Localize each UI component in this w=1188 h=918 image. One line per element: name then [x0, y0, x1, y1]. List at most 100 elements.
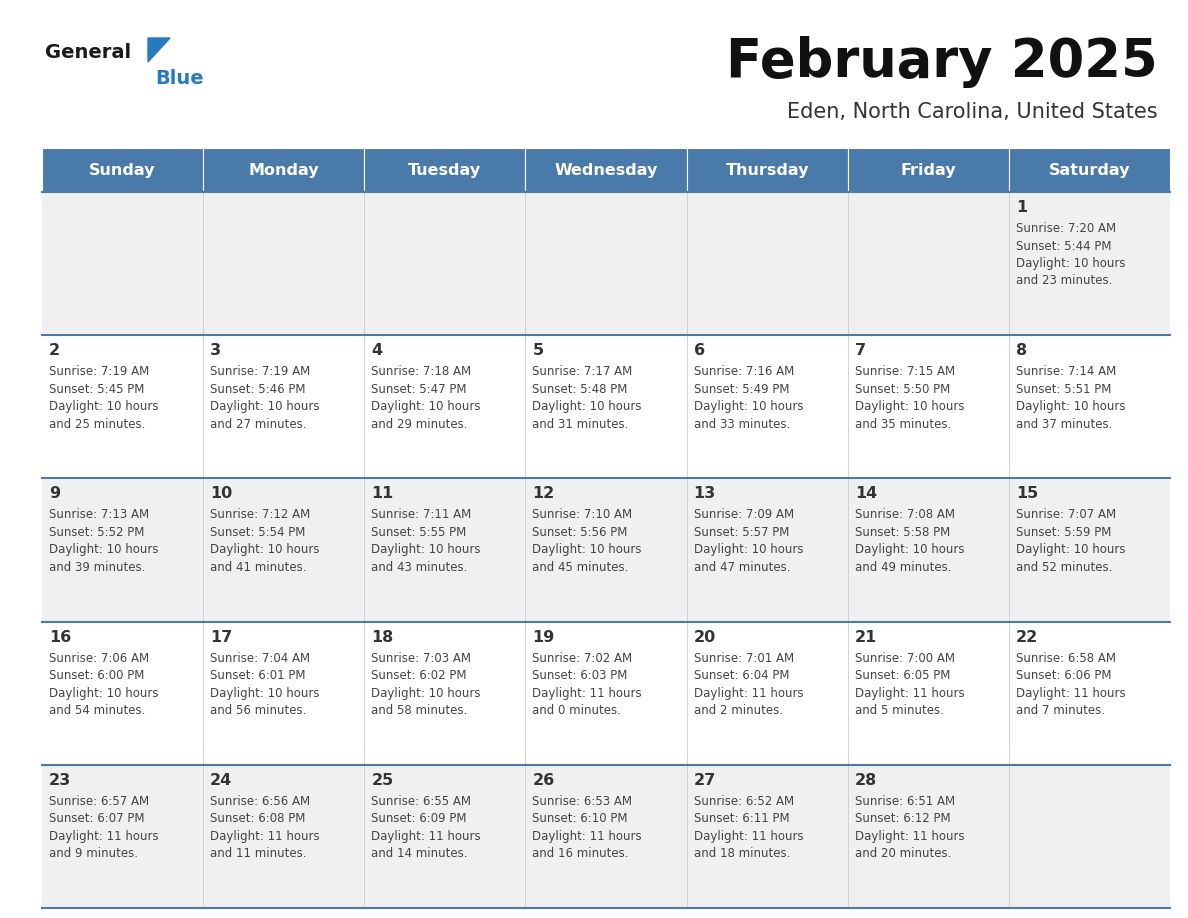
Text: and 41 minutes.: and 41 minutes. — [210, 561, 307, 574]
Text: 9: 9 — [49, 487, 61, 501]
Text: Eden, North Carolina, United States: Eden, North Carolina, United States — [788, 102, 1158, 122]
Text: 13: 13 — [694, 487, 716, 501]
Text: and 52 minutes.: and 52 minutes. — [1016, 561, 1112, 574]
Text: Daylight: 10 hours: Daylight: 10 hours — [372, 543, 481, 556]
Text: Sunrise: 7:20 AM: Sunrise: 7:20 AM — [1016, 222, 1116, 235]
Text: Sunset: 6:05 PM: Sunset: 6:05 PM — [854, 669, 950, 682]
Bar — [42, 765, 1170, 908]
Text: Daylight: 11 hours: Daylight: 11 hours — [854, 687, 965, 700]
Text: and 29 minutes.: and 29 minutes. — [372, 418, 468, 431]
Text: February 2025: February 2025 — [726, 36, 1158, 88]
Text: and 58 minutes.: and 58 minutes. — [372, 704, 468, 717]
Text: and 43 minutes.: and 43 minutes. — [372, 561, 468, 574]
Text: and 49 minutes.: and 49 minutes. — [854, 561, 952, 574]
Text: Sunrise: 7:15 AM: Sunrise: 7:15 AM — [854, 365, 955, 378]
Text: Saturday: Saturday — [1049, 162, 1130, 177]
Text: and 23 minutes.: and 23 minutes. — [1016, 274, 1112, 287]
Text: and 39 minutes.: and 39 minutes. — [49, 561, 145, 574]
Text: Daylight: 10 hours: Daylight: 10 hours — [1016, 543, 1125, 556]
Text: Blue: Blue — [154, 69, 203, 87]
Text: 11: 11 — [372, 487, 393, 501]
Bar — [1009, 148, 1170, 192]
Text: 25: 25 — [372, 773, 393, 788]
Bar — [42, 192, 1170, 335]
Text: Sunset: 6:07 PM: Sunset: 6:07 PM — [49, 812, 145, 825]
Text: Sunrise: 6:55 AM: Sunrise: 6:55 AM — [372, 795, 472, 808]
Text: Sunrise: 7:14 AM: Sunrise: 7:14 AM — [1016, 365, 1116, 378]
Text: Daylight: 11 hours: Daylight: 11 hours — [210, 830, 320, 843]
Text: and 2 minutes.: and 2 minutes. — [694, 704, 783, 717]
Text: 27: 27 — [694, 773, 716, 788]
Text: Sunset: 6:01 PM: Sunset: 6:01 PM — [210, 669, 305, 682]
Text: Sunday: Sunday — [89, 162, 156, 177]
Text: 17: 17 — [210, 630, 233, 644]
Text: Sunrise: 7:16 AM: Sunrise: 7:16 AM — [694, 365, 794, 378]
Bar — [365, 148, 525, 192]
Text: Sunrise: 7:17 AM: Sunrise: 7:17 AM — [532, 365, 633, 378]
Bar — [42, 621, 1170, 765]
Text: 12: 12 — [532, 487, 555, 501]
Text: and 31 minutes.: and 31 minutes. — [532, 418, 628, 431]
Text: 10: 10 — [210, 487, 233, 501]
Text: Sunset: 6:09 PM: Sunset: 6:09 PM — [372, 812, 467, 825]
Text: 18: 18 — [372, 630, 393, 644]
Text: and 37 minutes.: and 37 minutes. — [1016, 418, 1112, 431]
Text: Daylight: 11 hours: Daylight: 11 hours — [854, 830, 965, 843]
Text: Sunset: 6:02 PM: Sunset: 6:02 PM — [372, 669, 467, 682]
Bar — [42, 478, 1170, 621]
Text: 20: 20 — [694, 630, 716, 644]
Bar — [42, 148, 203, 192]
Text: Sunrise: 6:53 AM: Sunrise: 6:53 AM — [532, 795, 632, 808]
Text: and 20 minutes.: and 20 minutes. — [854, 847, 952, 860]
Text: Sunset: 5:58 PM: Sunset: 5:58 PM — [854, 526, 950, 539]
Text: and 25 minutes.: and 25 minutes. — [49, 418, 145, 431]
Text: Sunset: 5:48 PM: Sunset: 5:48 PM — [532, 383, 627, 396]
Text: Daylight: 10 hours: Daylight: 10 hours — [210, 400, 320, 413]
Text: Sunrise: 7:09 AM: Sunrise: 7:09 AM — [694, 509, 794, 521]
Text: Sunrise: 6:52 AM: Sunrise: 6:52 AM — [694, 795, 794, 808]
Text: 5: 5 — [532, 343, 544, 358]
Text: Sunrise: 7:13 AM: Sunrise: 7:13 AM — [49, 509, 150, 521]
Text: and 45 minutes.: and 45 minutes. — [532, 561, 628, 574]
Text: Daylight: 10 hours: Daylight: 10 hours — [210, 687, 320, 700]
Bar — [42, 335, 1170, 478]
Bar — [525, 148, 687, 192]
Text: Sunrise: 7:10 AM: Sunrise: 7:10 AM — [532, 509, 632, 521]
Text: and 11 minutes.: and 11 minutes. — [210, 847, 307, 860]
Text: Sunset: 6:04 PM: Sunset: 6:04 PM — [694, 669, 789, 682]
Text: Daylight: 11 hours: Daylight: 11 hours — [532, 687, 642, 700]
Text: and 56 minutes.: and 56 minutes. — [210, 704, 307, 717]
Text: Daylight: 10 hours: Daylight: 10 hours — [210, 543, 320, 556]
Text: Sunset: 5:59 PM: Sunset: 5:59 PM — [1016, 526, 1111, 539]
Text: 16: 16 — [49, 630, 71, 644]
Text: Sunset: 5:47 PM: Sunset: 5:47 PM — [372, 383, 467, 396]
Text: 21: 21 — [854, 630, 877, 644]
Text: and 35 minutes.: and 35 minutes. — [854, 418, 950, 431]
Text: Sunrise: 7:01 AM: Sunrise: 7:01 AM — [694, 652, 794, 665]
Text: Thursday: Thursday — [726, 162, 809, 177]
Text: 26: 26 — [532, 773, 555, 788]
Bar — [687, 148, 848, 192]
Text: Sunset: 5:54 PM: Sunset: 5:54 PM — [210, 526, 305, 539]
Text: and 27 minutes.: and 27 minutes. — [210, 418, 307, 431]
Text: Sunset: 6:08 PM: Sunset: 6:08 PM — [210, 812, 305, 825]
Text: Sunset: 6:11 PM: Sunset: 6:11 PM — [694, 812, 789, 825]
Text: Sunrise: 7:04 AM: Sunrise: 7:04 AM — [210, 652, 310, 665]
Text: and 54 minutes.: and 54 minutes. — [49, 704, 145, 717]
Text: 2: 2 — [49, 343, 61, 358]
Text: Sunset: 5:55 PM: Sunset: 5:55 PM — [372, 526, 467, 539]
Text: Daylight: 10 hours: Daylight: 10 hours — [1016, 257, 1125, 270]
Text: and 14 minutes.: and 14 minutes. — [372, 847, 468, 860]
Text: Sunrise: 7:03 AM: Sunrise: 7:03 AM — [372, 652, 472, 665]
Text: Sunrise: 6:51 AM: Sunrise: 6:51 AM — [854, 795, 955, 808]
Text: Daylight: 11 hours: Daylight: 11 hours — [1016, 687, 1125, 700]
Text: and 18 minutes.: and 18 minutes. — [694, 847, 790, 860]
Text: and 33 minutes.: and 33 minutes. — [694, 418, 790, 431]
Polygon shape — [148, 38, 170, 62]
Text: Sunrise: 7:07 AM: Sunrise: 7:07 AM — [1016, 509, 1116, 521]
Text: Sunrise: 7:02 AM: Sunrise: 7:02 AM — [532, 652, 632, 665]
Text: Daylight: 10 hours: Daylight: 10 hours — [854, 543, 965, 556]
Text: Sunset: 5:52 PM: Sunset: 5:52 PM — [49, 526, 145, 539]
Text: Daylight: 10 hours: Daylight: 10 hours — [854, 400, 965, 413]
Text: 28: 28 — [854, 773, 877, 788]
